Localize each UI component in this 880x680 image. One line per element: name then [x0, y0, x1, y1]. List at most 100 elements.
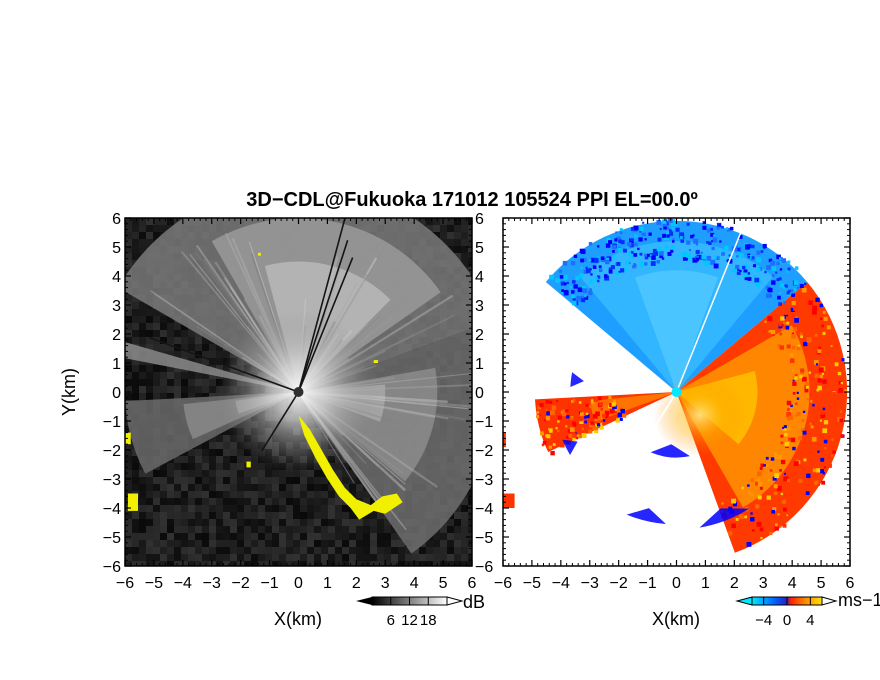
snr-noise-cell [349, 519, 356, 526]
snr-yellow-patch [258, 252, 261, 256]
snr-noise-cell [321, 519, 328, 526]
snr-noise-cell [349, 470, 356, 477]
snr-noise-cell [167, 372, 174, 379]
doppler-speckle [556, 400, 559, 403]
snr-noise-cell [202, 449, 209, 456]
doppler-speckle [805, 385, 809, 389]
snr-noise-cell [139, 225, 146, 232]
doppler-speckle [559, 442, 565, 448]
snr-noise-cell [181, 344, 188, 351]
snr-noise-cell [167, 505, 174, 512]
doppler-speckle [753, 275, 757, 279]
snr-noise-cell [328, 547, 335, 554]
snr-noise-cell [195, 484, 202, 491]
doppler-speckle [808, 300, 813, 305]
doppler-speckle [604, 413, 609, 418]
doppler-speckle [634, 234, 638, 238]
doppler-speckle [546, 430, 550, 434]
doppler-speckle [738, 235, 743, 239]
doppler-speckle [561, 289, 565, 293]
doppler-speckle [612, 255, 616, 259]
snr-noise-cell [447, 561, 454, 566]
snr-noise-cell [139, 379, 146, 386]
doppler-speckle [785, 326, 790, 330]
y-tick-label: −4 [103, 501, 121, 518]
doppler-speckle [724, 245, 729, 251]
snr-noise-cell [153, 218, 160, 225]
snr-noise-cell [468, 218, 472, 225]
snr-noise-cell [468, 554, 472, 561]
snr-noise-cell [349, 512, 356, 519]
snr-noise-cell [349, 547, 356, 554]
snr-noise-cell [370, 498, 377, 505]
snr-noise-cell [209, 344, 216, 351]
snr-noise-cell [230, 512, 237, 519]
snr-noise-cell [433, 547, 440, 554]
doppler-speckle [755, 481, 760, 486]
snr-yellow-patch [373, 360, 379, 363]
doppler-speckle [592, 426, 596, 430]
snr-noise-cell [146, 379, 153, 386]
snr-noise-cell [433, 533, 440, 540]
y-tick-label: 2 [112, 327, 121, 344]
snr-noise-cell [209, 533, 216, 540]
snr-noise-cell [272, 512, 279, 519]
doppler-speckle [806, 339, 811, 343]
snr-noise-cell [237, 498, 244, 505]
doppler-speckle [793, 288, 797, 291]
snr-noise-cell [300, 554, 307, 561]
doppler-speckle [711, 246, 715, 251]
snr-noise-cell [160, 561, 167, 566]
snr-noise-cell [139, 232, 146, 239]
snr-noise-cell [181, 470, 188, 477]
doppler-speckle [817, 385, 822, 391]
doppler-speckle [568, 434, 573, 438]
snr-noise-cell [174, 386, 181, 393]
snr-noise-cell [132, 295, 139, 302]
doppler-speckle [666, 226, 670, 230]
doppler-speckle [814, 480, 819, 485]
snr-noise-cell [153, 540, 160, 547]
snr-noise-cell [132, 554, 139, 561]
doppler-speckle [615, 271, 619, 276]
doppler-speckle [812, 305, 818, 311]
snr-noise-cell [139, 309, 146, 316]
snr-noise-cell [335, 547, 342, 554]
doppler-speckle [667, 251, 672, 256]
snr-noise-cell [209, 561, 216, 566]
snr-noise-cell [153, 498, 160, 505]
y-tick-label-right: −3 [475, 472, 493, 489]
snr-noise-cell [272, 491, 279, 498]
colorbar-tick-label: −4 [755, 612, 772, 629]
doppler-speckle [790, 289, 794, 292]
snr-noise-cell [440, 540, 447, 547]
snr-noise-cell [314, 533, 321, 540]
snr-noise-cell [209, 526, 216, 533]
doppler-speckle [590, 273, 593, 276]
snr-noise-cell [356, 491, 363, 498]
snr-noise-cell [125, 260, 132, 267]
doppler-speckle [766, 293, 771, 299]
y-tick-label: 5 [112, 240, 121, 257]
doppler-speckle [779, 257, 782, 260]
doppler-speckle [755, 504, 760, 509]
snr-noise-cell [454, 512, 461, 519]
snr-noise-cell [139, 505, 146, 512]
doppler-speckle [780, 327, 784, 331]
doppler-panel: −6 −5 −4 −3 −2 −1 0 1 2 3 4 5 6 X(km) [494, 217, 855, 629]
snr-noise-cell [188, 351, 195, 358]
snr-noise-cell [153, 323, 160, 330]
snr-noise-cell [307, 547, 314, 554]
doppler-speckle [695, 257, 699, 262]
snr-noise-cell [132, 379, 139, 386]
doppler-speckle [791, 369, 794, 372]
snr-noise-cell [139, 491, 146, 498]
doppler-speckle [801, 287, 807, 293]
snr-noise-cell [181, 547, 188, 554]
doppler-speckle [620, 268, 625, 273]
snr-noise-cell [153, 232, 160, 239]
snr-noise-cell [188, 547, 195, 554]
doppler-speckle [571, 400, 574, 403]
snr-noise-cell [202, 498, 209, 505]
doppler-speckle [543, 418, 547, 422]
